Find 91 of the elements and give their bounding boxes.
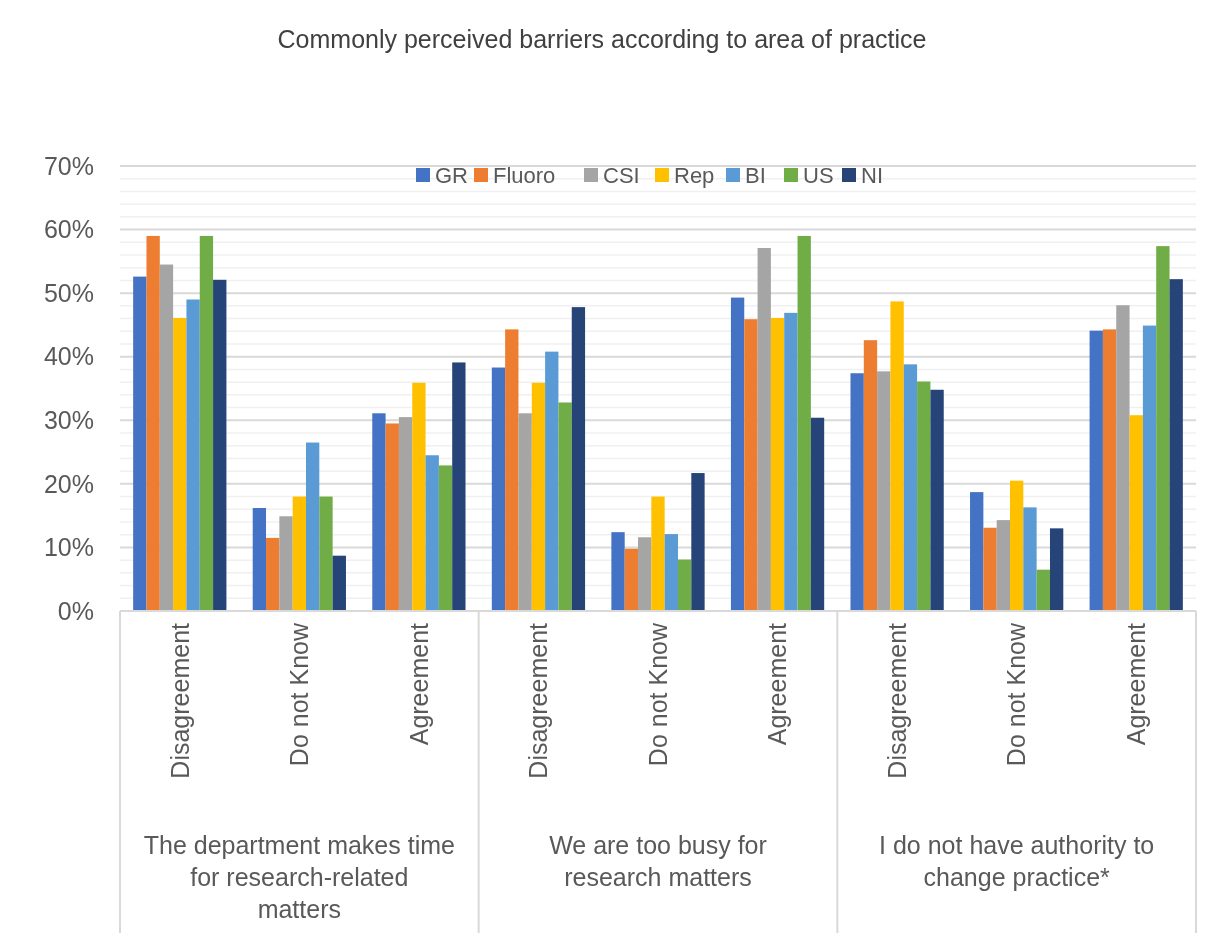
bar xyxy=(1169,279,1183,611)
bar xyxy=(651,496,665,611)
x-tick-label: Disagreement xyxy=(524,622,553,779)
bar xyxy=(266,537,280,611)
bar xyxy=(1156,246,1170,611)
bar xyxy=(213,279,227,611)
bar xyxy=(1049,528,1064,611)
y-tick-label: 40% xyxy=(43,342,94,371)
bar xyxy=(159,264,174,611)
bar xyxy=(757,248,771,611)
bar xyxy=(996,520,1011,611)
legend-label: CSI xyxy=(603,162,640,188)
bar xyxy=(398,417,413,611)
legend-label: US xyxy=(803,162,834,188)
y-tick-label: 60% xyxy=(43,215,94,244)
bar xyxy=(611,532,625,611)
bar xyxy=(412,382,426,611)
bar xyxy=(292,496,306,611)
y-tick-label: 50% xyxy=(43,278,94,307)
bar xyxy=(1116,305,1130,611)
text: I do not have authority to change practice* xyxy=(879,831,1155,891)
y-tick-label: 0% xyxy=(57,596,94,625)
bar xyxy=(1036,569,1050,611)
bar xyxy=(917,381,931,611)
x-tick-label: Agreement xyxy=(1121,622,1150,746)
y-tick-label: 70% xyxy=(43,151,94,180)
bar xyxy=(305,442,320,611)
bar xyxy=(252,508,267,611)
bar xyxy=(770,317,785,611)
legend-label: Fluoro xyxy=(493,162,556,188)
bar xyxy=(505,329,519,611)
bar xyxy=(133,276,147,611)
bar xyxy=(784,312,798,611)
bar xyxy=(677,559,692,611)
bar xyxy=(1129,415,1143,611)
bar xyxy=(638,537,652,611)
bar xyxy=(332,555,346,611)
bar xyxy=(1142,325,1157,611)
bar xyxy=(1023,507,1037,611)
x-tick-label: Do not Know xyxy=(643,622,672,767)
bar xyxy=(372,413,386,611)
bar xyxy=(903,364,918,611)
legend-label: BI xyxy=(745,162,766,188)
bar xyxy=(279,516,293,611)
bar xyxy=(186,299,200,611)
bar xyxy=(890,301,904,611)
bar xyxy=(850,373,864,611)
legend-label: Rep xyxy=(674,162,715,188)
bar xyxy=(425,455,439,611)
bar xyxy=(983,527,997,611)
legend-label: NI xyxy=(861,162,883,188)
x-tick-label: Do not Know xyxy=(285,622,314,767)
x-tick-label: Agreement xyxy=(404,622,433,746)
bar xyxy=(385,423,399,611)
bar xyxy=(810,417,825,611)
bar xyxy=(199,235,214,611)
bar xyxy=(970,492,984,611)
bar xyxy=(744,319,758,611)
bar xyxy=(1102,329,1117,611)
x-tick-label: Disagreement xyxy=(882,622,911,779)
bar xyxy=(930,389,944,611)
bar xyxy=(863,340,878,611)
legend-label: GR xyxy=(435,162,468,188)
bar xyxy=(797,235,811,611)
bar xyxy=(518,413,532,611)
text: The department makes time for research-related matters xyxy=(143,831,455,923)
bar xyxy=(531,382,546,611)
bar xyxy=(558,402,572,611)
bar xyxy=(319,496,333,611)
x-tick-label: Disagreement xyxy=(165,622,194,779)
bar xyxy=(691,473,705,611)
x-tick-label: Agreement xyxy=(763,622,792,746)
bar xyxy=(491,367,506,611)
y-tick-label: 10% xyxy=(43,533,94,562)
bar xyxy=(545,351,559,611)
bar xyxy=(146,235,160,611)
text: We are too busy for research matters xyxy=(549,831,767,891)
y-tick-label: 30% xyxy=(43,406,94,435)
bar xyxy=(730,297,745,611)
bar xyxy=(1089,330,1103,611)
bar xyxy=(1010,480,1024,611)
bar xyxy=(624,548,639,611)
bar xyxy=(571,307,586,611)
bar xyxy=(452,362,466,611)
bar xyxy=(438,465,453,611)
y-tick-label: 20% xyxy=(43,469,94,498)
x-tick-label: Do not Know xyxy=(1002,622,1031,767)
chart-title: Commonly perceived barriers according to area of practice xyxy=(277,25,927,53)
bar xyxy=(664,534,678,611)
bar xyxy=(173,317,187,611)
bar xyxy=(877,371,891,611)
